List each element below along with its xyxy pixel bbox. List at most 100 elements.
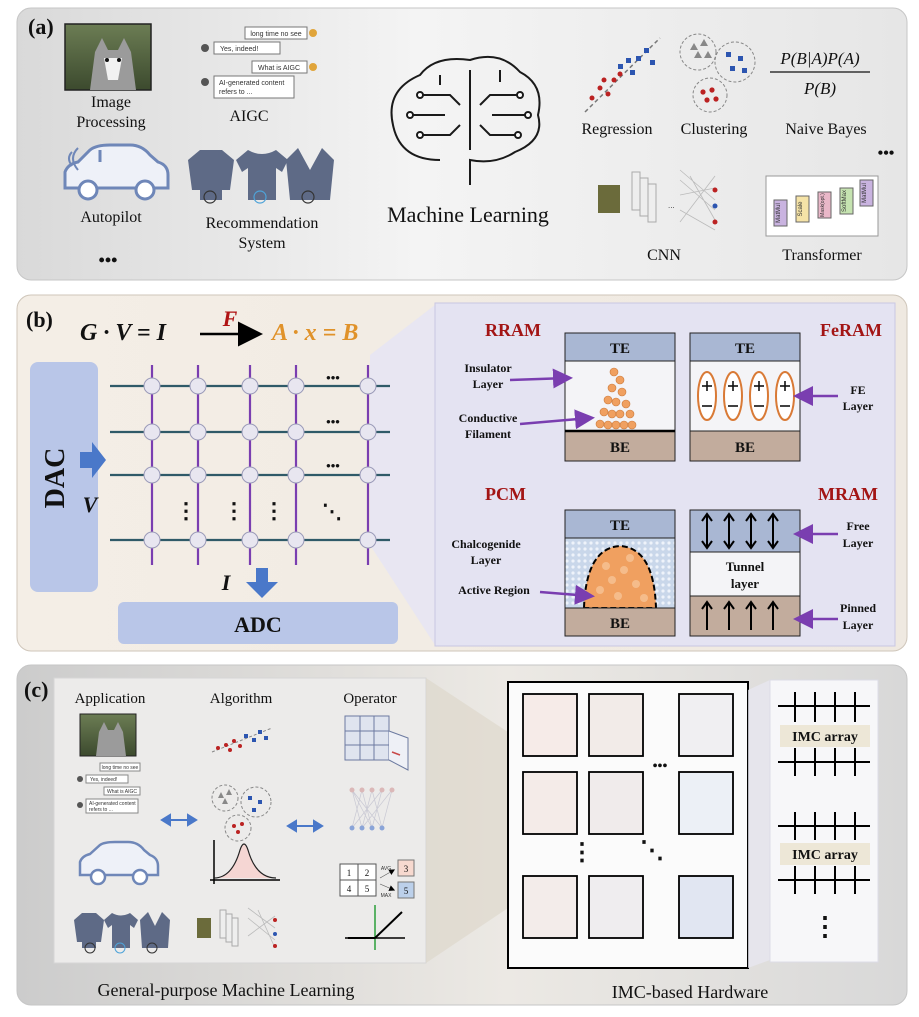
- happy-face-icon: [253, 190, 267, 204]
- app-chat-line-4: AI-generated content: [89, 801, 136, 807]
- clustering-icon: [679, 33, 756, 113]
- imc-array-grid-2: [778, 812, 870, 894]
- app-husky-photo: [79, 713, 137, 757]
- cnn-icon: ...: [598, 169, 718, 231]
- rram-te-label: TE: [610, 341, 630, 357]
- image-processing-label-1: Image: [91, 94, 131, 111]
- tf-block-2: Scale: [798, 201, 804, 217]
- robot-avatar-icon: [201, 44, 209, 52]
- app-chat-line-3: What is AIGC: [107, 789, 137, 795]
- algo-regression-icon: [211, 727, 273, 753]
- app-chat-line-1: long time no see: [102, 765, 139, 771]
- algo-op-arrow-icon: [286, 819, 324, 833]
- app-clothes-icons: [74, 912, 170, 948]
- app-chat-line-5: refers to ...: [89, 807, 113, 813]
- rram-be-label: BE: [610, 440, 630, 456]
- pool-cell-2: 2: [365, 868, 370, 878]
- tf-block-1: MatMul: [776, 203, 782, 223]
- panel-c-label: (c): [24, 677, 48, 702]
- pool-cell-3: 4: [347, 884, 352, 894]
- panel-c: (c) Application Algorithm Operator long …: [16, 664, 908, 1006]
- chat-line-2: Yes, indeed!: [220, 46, 258, 53]
- pcm-title: PCM: [485, 484, 526, 504]
- mram-tunnel-label-2: layer: [731, 576, 759, 591]
- imc-array-dots: ⋮: [812, 912, 838, 941]
- dac-arrow-icon: [80, 442, 106, 478]
- feram-fe-label-1: FE: [850, 383, 865, 397]
- application-header: Application: [75, 691, 146, 707]
- chat-line-4: AI-generated content: [219, 80, 284, 87]
- crossbar-dots-d: ⋱: [322, 501, 342, 523]
- tf-block-5: MatMul: [862, 183, 868, 203]
- gp-ml-caption: General-purpose Machine Learning: [98, 980, 355, 1000]
- pool-avg-result: 3: [404, 864, 409, 874]
- op-fully-connected-icon: [349, 787, 395, 831]
- mram-title: MRAM: [818, 484, 878, 504]
- feram-te-label: TE: [735, 341, 755, 357]
- crossbar-dots-h: •••: [326, 370, 340, 385]
- dac-label: DAC: [40, 448, 71, 509]
- mram-tunnel-layer: [689, 551, 801, 597]
- rram-te: [564, 332, 676, 362]
- algo-cnn-icon: [197, 907, 277, 949]
- op-relu-icon: [345, 905, 405, 950]
- adc-arrow-icon: [246, 568, 278, 598]
- rram-filament: [595, 367, 637, 430]
- rram-ins-label-1: Insulator: [464, 361, 512, 375]
- feram-fe-label-2: Layer: [843, 399, 874, 413]
- panel-b: (b) G · V = I F A · x = B DAC V: [16, 294, 908, 652]
- pcm-te-label: TE: [610, 518, 630, 534]
- chat-line-5: refers to ...: [219, 89, 253, 96]
- imc-array-label-2: IMC array: [792, 848, 858, 863]
- adc-block: [118, 602, 398, 644]
- tf-block-4: SoftMax: [842, 190, 848, 212]
- regression-icon: [584, 37, 661, 113]
- aigc-label: AIGC: [229, 108, 268, 125]
- equation-left: G · V = I: [80, 320, 168, 346]
- pool-max-label: MAX: [381, 893, 393, 899]
- pool-cell-4: 5: [365, 884, 370, 894]
- feram-be-label: BE: [735, 440, 755, 456]
- pcm-active-label: Active Region: [458, 583, 530, 597]
- crossbar-array: ••• ••• ••• ⋮ ⋮ ⋮ ⋱: [110, 365, 390, 565]
- husky-photo: [64, 23, 152, 91]
- chat-line-1: long time no see: [250, 31, 301, 38]
- clustering-label: Clustering: [681, 121, 748, 138]
- pool-cell-1: 1: [347, 868, 352, 878]
- naive-bayes-label: Naive Bayes: [785, 121, 866, 138]
- pinned-layer-spin-arrows: [701, 600, 779, 630]
- algorithm-header: Algorithm: [210, 691, 273, 707]
- pcm-ch-label-2: Layer: [471, 553, 502, 567]
- panel-a-label: (a): [28, 14, 54, 39]
- crossbar-dots-h: •••: [326, 458, 340, 473]
- dac-block: [30, 362, 98, 592]
- mram-pinned-label-2: Layer: [843, 618, 874, 632]
- sweater-icon: [188, 150, 234, 200]
- operator-header: Operator: [343, 691, 396, 707]
- mram-free-label-1: Free: [846, 519, 870, 533]
- imc-array-label-1: IMC array: [792, 730, 858, 745]
- mram-free-label-2: Layer: [843, 536, 874, 550]
- app-car-icon: [78, 840, 160, 886]
- imc-array-grid-1: [778, 692, 870, 776]
- zoom-wedge: [370, 305, 435, 645]
- recsys-label-2: System: [238, 235, 286, 252]
- tf-block-3: Mask(opt.): [820, 193, 826, 217]
- image-processing-label-2: Processing: [76, 114, 145, 131]
- mram-tunnel-label-1: Tunnel: [726, 559, 765, 574]
- rram-title: RRAM: [485, 320, 541, 340]
- recsys-label-1: Recommendation: [206, 215, 319, 232]
- app-chat-line-2: Yes, indeed!: [90, 777, 117, 783]
- rram-cond-label-1: Conductive: [459, 411, 518, 425]
- cnn-dots: ...: [668, 201, 675, 210]
- v-label: V: [83, 492, 100, 517]
- aigc-chat: long time no see Yes, indeed! What is AI…: [201, 26, 317, 99]
- crossbar-dots-v: ⋮: [175, 498, 197, 523]
- cnn-label: CNN: [647, 247, 681, 264]
- pool-max-result: 5: [404, 886, 409, 896]
- adc-label: ADC: [234, 612, 282, 637]
- op-pooling-icon: 1 2 4 5 AVG MAX 3 5: [339, 859, 415, 899]
- pcm-ch-label-1: Chalcogenide: [451, 537, 521, 551]
- machine-learning-title: Machine Learning: [387, 202, 549, 227]
- imc-hw-caption: IMC-based Hardware: [612, 982, 768, 1002]
